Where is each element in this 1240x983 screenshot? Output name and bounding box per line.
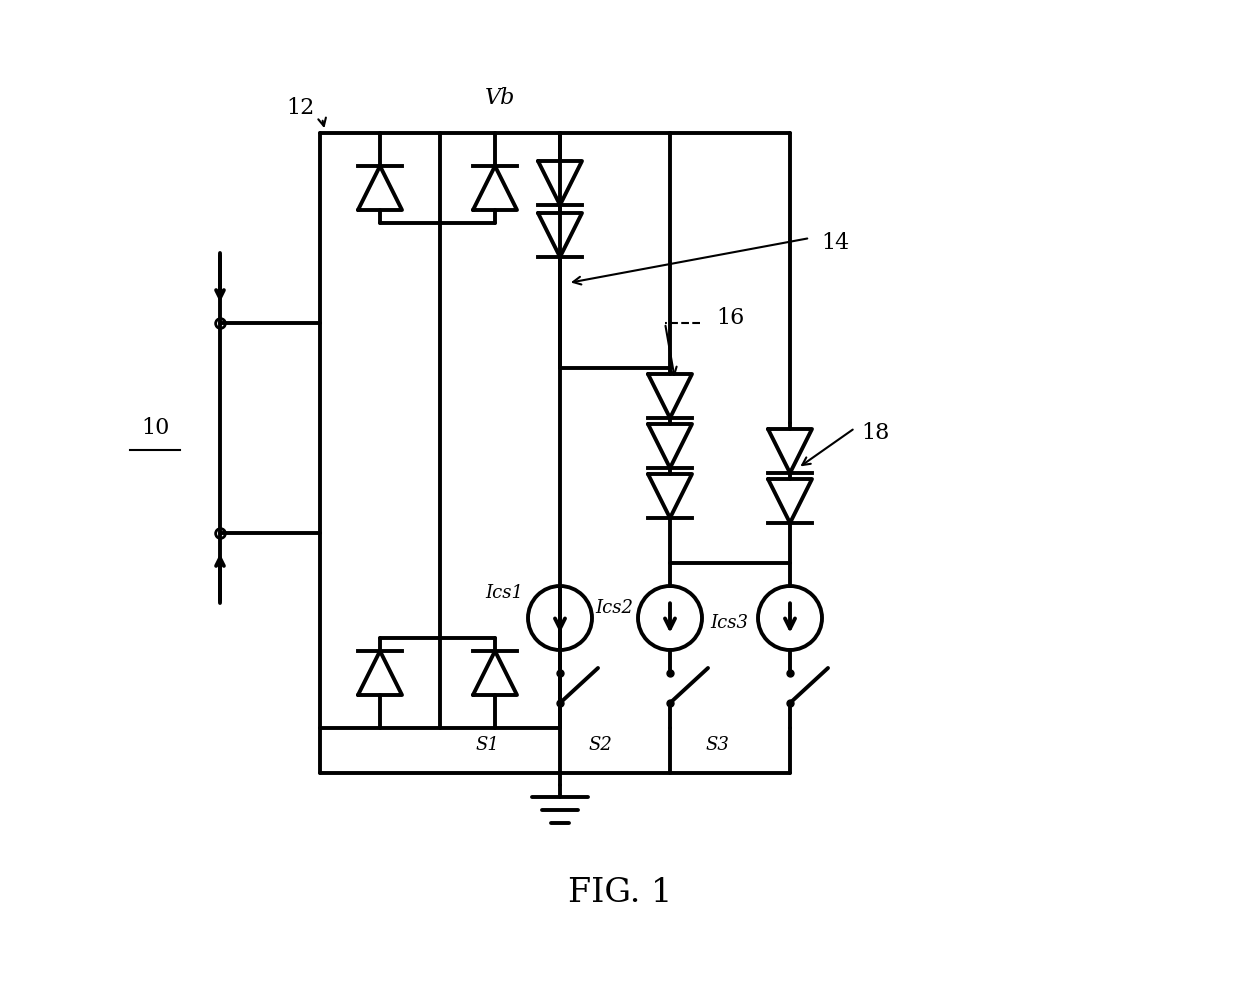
Text: 12: 12 [286,97,314,119]
Text: Ics1: Ics1 [485,584,523,602]
Text: 16: 16 [715,307,744,329]
Text: 10: 10 [141,417,169,439]
Text: S3: S3 [706,736,729,754]
Text: Vb: Vb [485,87,515,109]
Text: FIG. 1: FIG. 1 [568,877,672,909]
Text: 14: 14 [821,232,849,254]
Text: 18: 18 [861,422,889,444]
Text: Ics3: Ics3 [711,614,748,632]
Text: S2: S2 [588,736,611,754]
Text: Ics2: Ics2 [595,599,632,617]
Text: S1: S1 [475,736,498,754]
